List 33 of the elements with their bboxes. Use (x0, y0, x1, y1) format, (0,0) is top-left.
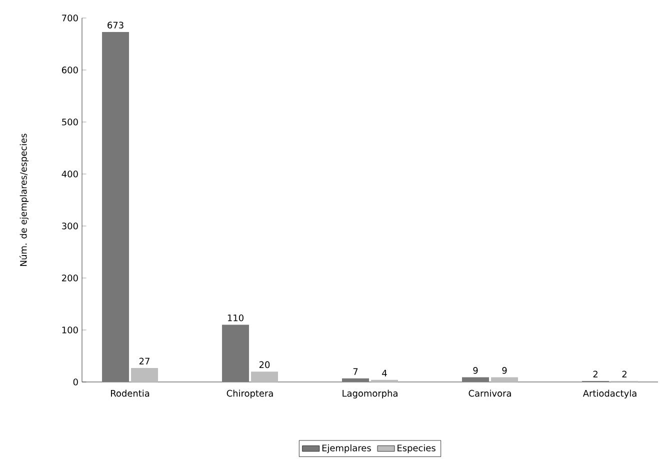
bar (131, 368, 158, 382)
y-tick-label: 600 (62, 66, 78, 74)
bar (462, 377, 490, 382)
bar (102, 32, 130, 382)
data-label: 7 (353, 368, 358, 375)
data-label: 2 (593, 370, 598, 378)
data-label: 673 (108, 22, 124, 29)
data-label: 2 (622, 370, 626, 378)
legend-label: Especies (398, 444, 436, 454)
data-label: 4 (382, 370, 387, 376)
data-label: 9 (473, 367, 478, 374)
y-tick-label: 100 (62, 326, 78, 334)
y-tick-label: 700 (62, 14, 78, 22)
bar (251, 372, 278, 382)
y-tick-label: 200 (62, 274, 78, 282)
x-tick-label: Lagomorpha (342, 390, 398, 398)
data-label: 110 (228, 314, 244, 322)
legend-label: Ejemplares (322, 444, 371, 454)
y-tick-label: 500 (62, 118, 78, 126)
y-tick-label: 0 (73, 378, 78, 386)
bar (342, 378, 370, 382)
y-axis-title: Núm. de ejemplares/especies (19, 134, 29, 266)
bar (491, 377, 518, 382)
x-tick-label: Rodentia (111, 390, 150, 397)
data-label: 9 (502, 367, 507, 374)
bar (222, 324, 250, 382)
x-tick-label: Artiodactyla (582, 390, 636, 398)
y-tick-label: 400 (62, 170, 78, 178)
y-tick-label: 300 (62, 222, 78, 230)
x-tick-label: Chiroptera (226, 390, 273, 398)
data-label: 20 (259, 361, 270, 368)
data-label: 27 (139, 358, 150, 364)
x-tick-label: Carnivora (468, 390, 511, 397)
